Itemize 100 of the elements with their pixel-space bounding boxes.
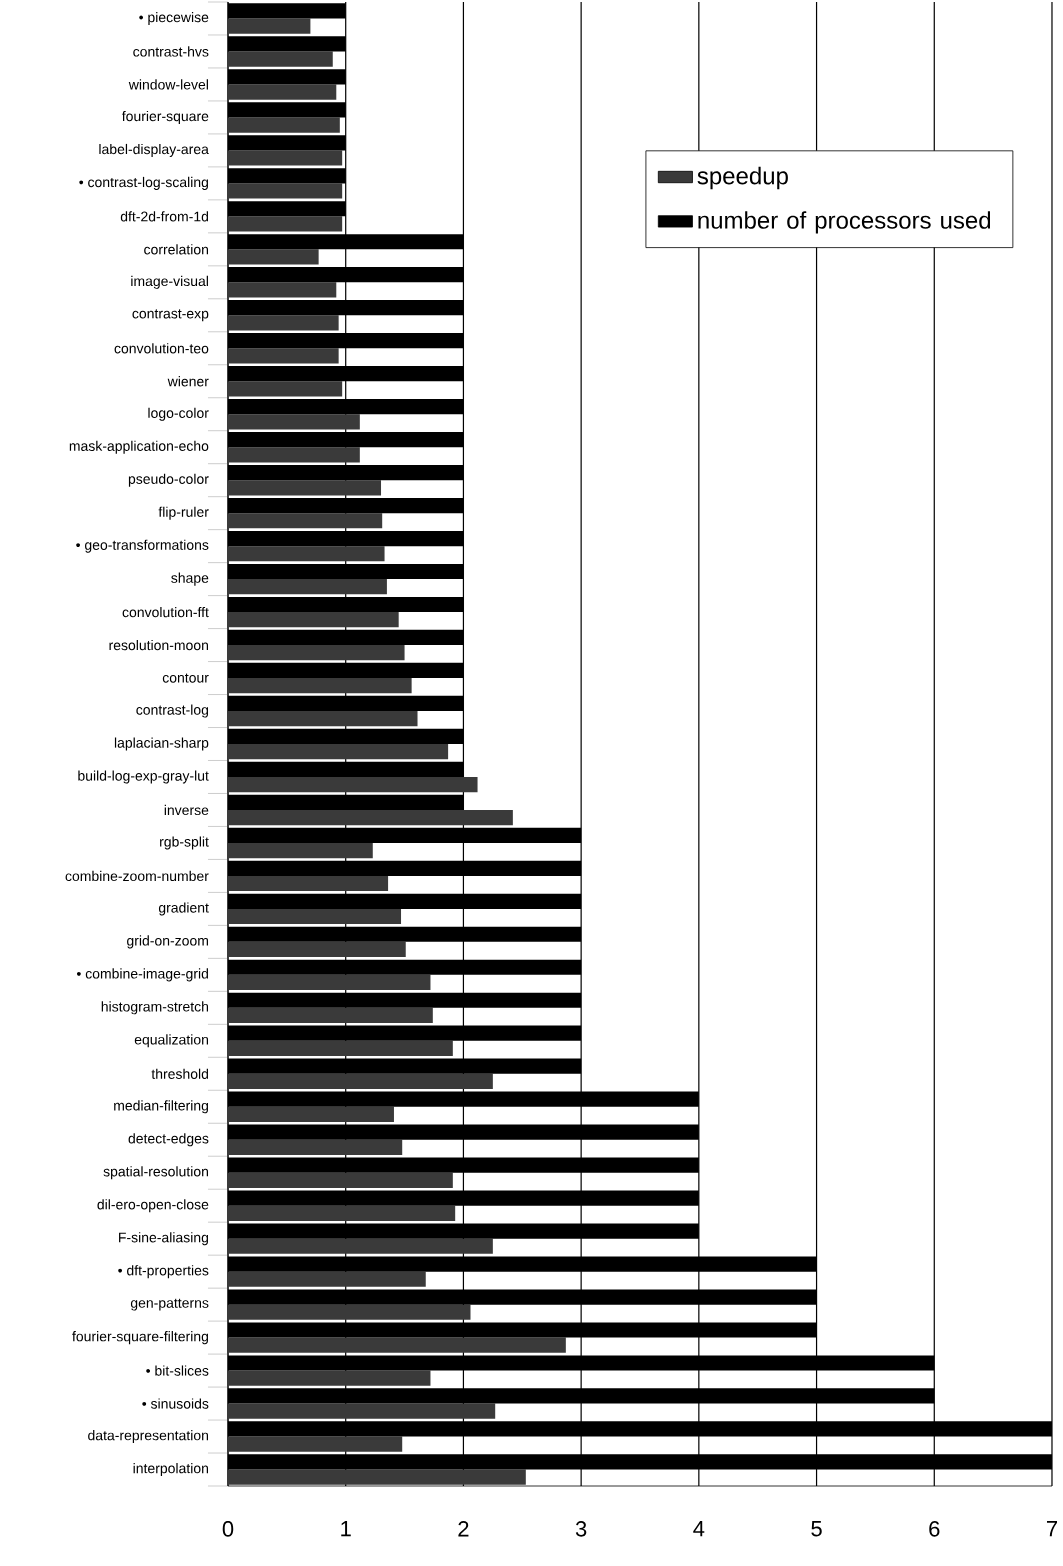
y-tick-label: label-display-area [99, 143, 209, 157]
y-tick-label: equalization [134, 1034, 208, 1048]
y-tick-label: • contrast-log-scaling [79, 176, 208, 190]
bar [228, 1304, 471, 1320]
bar [228, 1040, 453, 1057]
bar [228, 1205, 456, 1221]
y-tick-label: gradient [158, 902, 209, 916]
bar [228, 1271, 426, 1287]
bar [228, 612, 399, 628]
x-tick-label: 4 [693, 1521, 705, 1537]
y-tick-label: threshold [151, 1068, 208, 1079]
y-tick-label: spatial-resolution [103, 1166, 208, 1180]
y-tick-label: gen-patterns [130, 1298, 209, 1311]
y-tick-label: correlation [144, 244, 208, 255]
y-tick-label: • sinusoids [142, 1398, 209, 1409]
bar [228, 84, 337, 100]
y-tick-label: detect-edges [128, 1133, 209, 1147]
y-tick-label: dil-ero-open-close [97, 1199, 209, 1213]
y-tick-label: • bit-slices [146, 1365, 209, 1376]
x-tick-label: 5 [811, 1521, 822, 1537]
bar [228, 51, 333, 67]
bar [228, 776, 478, 793]
bar [228, 150, 343, 166]
bar [228, 513, 383, 529]
bar [228, 711, 418, 727]
x-tick-label: 0 [222, 1521, 234, 1537]
bar [228, 875, 389, 892]
y-tick-label: mask-application-echo [69, 440, 209, 454]
bar [228, 18, 311, 34]
y-tick-label: contrast-log [136, 704, 208, 718]
bar [228, 1238, 493, 1254]
x-tick-label: 7 [1047, 1521, 1058, 1537]
x-tick-label: 2 [458, 1521, 469, 1537]
y-tick-label: laplacian-sharp [114, 737, 209, 751]
bar [228, 842, 373, 859]
y-tick-label: inverse [164, 804, 209, 816]
bar [228, 447, 360, 463]
y-tick-label: histogram-stretch [101, 1001, 209, 1015]
bar [228, 678, 412, 694]
bar [228, 249, 319, 265]
bar [228, 381, 343, 397]
bar [228, 117, 340, 133]
y-tick-label: build-log-exp-gray-lut [78, 770, 209, 784]
bar [228, 1139, 403, 1155]
y-tick-label: pseudo-color [128, 473, 209, 487]
y-tick-label: F-sine-aliasing [119, 1232, 208, 1246]
y-tick-label: median-filtering [114, 1100, 208, 1114]
x-tick-label: 3 [575, 1521, 587, 1537]
bar [228, 546, 385, 562]
y-tick-label: combine-zoom-number [65, 870, 209, 882]
bar [228, 744, 449, 760]
y-tick-label: fourier-square-filtering [72, 1331, 208, 1345]
y-tick-label: grid-on-zoom [127, 935, 208, 949]
y-tick-label: resolution-moon [109, 639, 208, 651]
y-tick-label: • piecewise [139, 11, 209, 26]
y-tick-label: interpolation [133, 1463, 208, 1477]
bar [228, 941, 406, 958]
y-tick-label: contrast-exp [132, 309, 209, 322]
y-tick-label: fourier-square [121, 110, 209, 124]
y-tick-label: convolution-fft [122, 606, 209, 618]
bar [228, 315, 339, 331]
bar [228, 908, 402, 925]
y-tick-label: wiener [167, 376, 209, 387]
y-tick-label: image-visual [131, 275, 208, 289]
y-tick-label: • geo-transformations [76, 539, 209, 553]
legend-label: speedup [697, 166, 788, 190]
legend-label: number of processors used [698, 211, 991, 234]
y-tick-label: contour [162, 673, 209, 683]
y-tick-label: dft-2d-from-1d [120, 211, 209, 222]
bar [228, 1172, 453, 1188]
bar [228, 480, 382, 496]
bar [228, 1469, 526, 1485]
bar [228, 1403, 496, 1419]
y-tick-label: contrast-hvs [133, 46, 209, 57]
y-tick-label: shape [171, 572, 209, 586]
bar [228, 183, 343, 199]
bar [228, 645, 405, 661]
bar [228, 1007, 433, 1024]
bar [228, 1436, 403, 1452]
bar [228, 1370, 431, 1386]
y-tick-label: rgb-split [160, 836, 209, 850]
y-tick-label: flip-ruler [158, 506, 209, 520]
bar [228, 1073, 493, 1089]
bar [228, 1106, 394, 1122]
bar [228, 348, 339, 364]
bar [228, 1337, 566, 1353]
y-tick-label: • dft-properties [118, 1265, 209, 1279]
y-tick-label: • combine-image-grid [76, 968, 208, 982]
bar [228, 974, 431, 991]
bar [228, 579, 387, 595]
y-tick-label: logo-color [148, 407, 209, 421]
bar [228, 809, 513, 826]
y-tick-label: data-representation [88, 1430, 208, 1444]
bar [228, 414, 360, 430]
x-tick-label: 1 [341, 1521, 351, 1537]
x-tick-label: 6 [929, 1521, 940, 1537]
bar [228, 216, 343, 232]
y-tick-label: window-level [128, 79, 208, 90]
bar [228, 282, 337, 298]
y-tick-label: convolution-teo [114, 343, 209, 354]
